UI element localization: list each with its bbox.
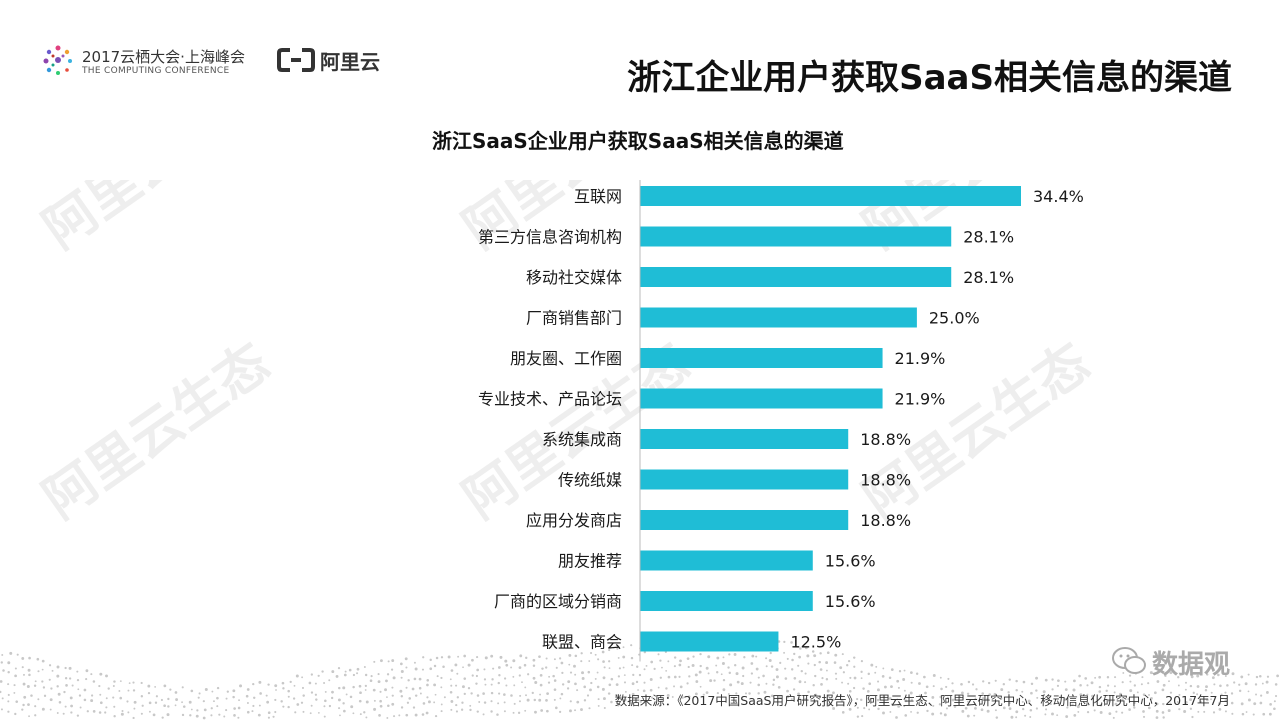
bar [640, 510, 849, 530]
category-label: 朋友圈、工作圈 [510, 349, 622, 368]
category-label: 系统集成商 [542, 430, 622, 449]
bar [640, 469, 849, 490]
page-title: 浙江企业用户获取SaaS相关信息的渠道 [627, 58, 1232, 98]
value-label: 18.8% [860, 511, 911, 530]
bar [640, 429, 849, 449]
value-label: 34.4% [1033, 187, 1084, 206]
bar [640, 307, 917, 328]
bar-chart: 阿里云生态阿里云生态阿里云生态阿里云生态阿里云生态阿里云生态互联网34.4%第三… [33, 180, 1100, 662]
value-label: 15.6% [825, 592, 876, 611]
aliyun-logo: 阿里云 [276, 45, 396, 75]
aliyun-logo-text: 阿里云 [320, 50, 380, 74]
bar [640, 186, 1021, 206]
category-label: 朋友推荐 [558, 552, 622, 571]
wechat-watermark-badge: 数据观 [1112, 640, 1252, 682]
bar [640, 267, 952, 287]
bar [640, 550, 813, 571]
value-label: 21.9% [895, 390, 946, 409]
value-label: 18.8% [860, 471, 911, 490]
category-label: 移动社交媒体 [526, 268, 622, 287]
value-label: 28.1% [963, 228, 1014, 247]
bar [640, 631, 779, 652]
bar [640, 348, 883, 368]
category-label: 互联网 [574, 187, 622, 206]
value-label: 15.6% [825, 552, 876, 571]
watermark-badge-text: 数据观 [1152, 650, 1231, 680]
category-label: 专业技术、产品论坛 [478, 390, 622, 409]
category-label: 应用分发商店 [526, 511, 622, 530]
value-label: 28.1% [963, 268, 1014, 287]
watermark-text: 阿里云生态 [33, 180, 280, 261]
category-label: 厂商销售部门 [526, 309, 622, 328]
value-label: 25.0% [929, 309, 980, 328]
chart-title: 浙江SaaS企业用户获取SaaS相关信息的渠道 [432, 129, 844, 153]
category-label: 厂商的区域分销商 [494, 592, 622, 611]
conference-title: 2017云栖大会·上海峰会 [82, 48, 245, 66]
watermark-text: 阿里云生态 [33, 332, 280, 530]
category-label: 联盟、商会 [542, 633, 622, 652]
bar [640, 226, 952, 247]
bar [640, 591, 813, 611]
bar [640, 388, 883, 409]
aliyun-bracket-icon [277, 48, 315, 72]
conference-logo: 2017云栖大会·上海峰会 THE COMPUTING CONFERENCE [40, 42, 260, 82]
category-label: 传统纸媒 [558, 471, 622, 490]
conference-mark-icon [43, 45, 72, 75]
wechat-icon [1112, 647, 1146, 674]
value-label: 21.9% [895, 349, 946, 368]
value-label: 18.8% [860, 430, 911, 449]
conference-subtitle: THE COMPUTING CONFERENCE [82, 66, 230, 76]
category-label: 第三方信息咨询机构 [478, 228, 622, 247]
data-source-note: 数据来源：《2017中国SaaS用户研究报告》，阿里云生态、阿里云研究中心、移动… [614, 693, 1230, 708]
value-label: 12.5% [790, 633, 841, 652]
